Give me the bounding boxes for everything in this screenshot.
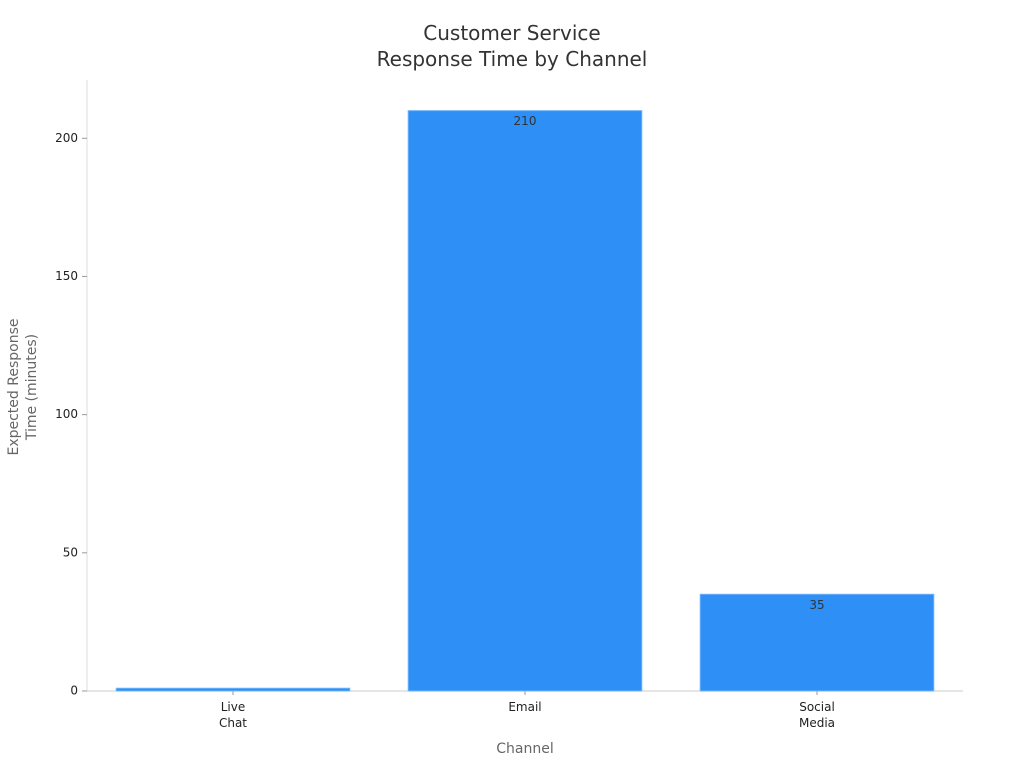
y-tick-label: 0 [70,684,78,698]
chart-title: Customer Service Response Time by Channe… [376,21,648,71]
value-label: 210 [514,114,537,128]
x-tick-label: Email [508,700,542,714]
x-tick-label: Live Chat [218,700,248,730]
bar [115,687,351,692]
y-tick-label: 200 [55,131,78,145]
y-tick-label: 150 [55,269,78,283]
value-label: 35 [809,598,824,612]
y-tick-label: 50 [63,545,78,559]
bar [407,110,643,692]
x-axis-label: Channel [496,741,554,757]
bar [699,593,935,692]
y-tick-label: 100 [55,407,78,421]
x-tick-label: Social Media [798,700,836,730]
y-axis-label: Expected Response Time (minutes) [6,318,40,456]
